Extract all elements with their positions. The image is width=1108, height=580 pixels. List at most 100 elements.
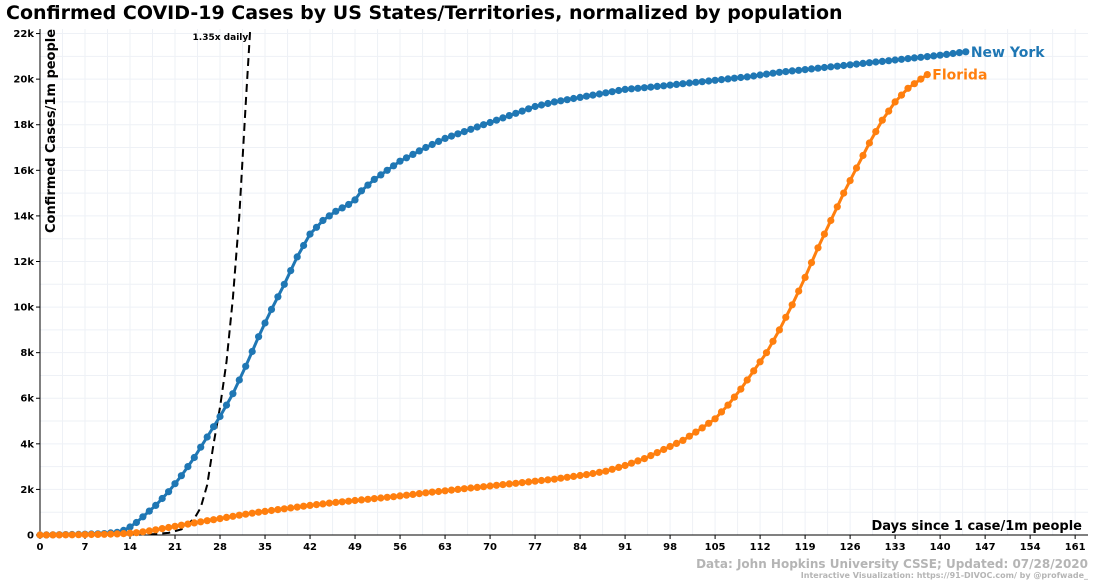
data-point — [287, 267, 295, 275]
data-point — [576, 471, 584, 480]
tick-labels: 0 7 14 21 28 35 42 49 56 63 70 77 84 91 98 105 112 119 126… — [13, 29, 1085, 553]
x-tick-label: 161 — [1065, 542, 1086, 553]
x-tick-label: 98 — [663, 542, 677, 553]
data-point — [184, 463, 192, 471]
data-point — [512, 479, 520, 487]
data-point — [640, 84, 649, 92]
data-point — [878, 116, 886, 124]
data-point — [454, 130, 462, 138]
x-tick-label: 49 — [348, 542, 362, 553]
data-point — [537, 476, 546, 485]
data-point — [711, 76, 719, 84]
data-point — [962, 48, 970, 56]
data-point — [505, 112, 513, 120]
data-point — [415, 490, 423, 498]
credit-note: Interactive Visualization: https://91-DI… — [801, 571, 1088, 580]
data-point — [68, 531, 76, 539]
data-point — [923, 71, 931, 79]
data-point — [833, 62, 841, 70]
data-point — [672, 439, 681, 447]
series-florida: Florida — [36, 68, 987, 539]
data-point — [171, 480, 179, 488]
data-point — [602, 467, 610, 475]
data-point — [505, 480, 513, 488]
y-tick-label: 4k — [20, 439, 34, 450]
data-point — [203, 433, 211, 441]
data-point — [454, 485, 462, 493]
data-point — [87, 530, 95, 539]
data-point — [197, 518, 205, 526]
data-point — [705, 419, 713, 427]
data-point — [608, 465, 616, 473]
data-point — [852, 164, 861, 172]
data-point — [833, 203, 841, 211]
x-tick-label: 35 — [258, 542, 272, 553]
data-point — [300, 241, 308, 250]
x-tick-label: 112 — [750, 542, 771, 553]
data-point — [891, 98, 899, 106]
data-point — [409, 150, 417, 158]
data-point — [370, 495, 378, 503]
data-point — [447, 486, 456, 494]
data-point — [885, 107, 893, 115]
data-point — [467, 125, 475, 133]
data-point — [756, 71, 764, 79]
data-point — [158, 494, 166, 503]
x-tick-label: 77 — [528, 542, 542, 553]
data-point — [81, 531, 89, 539]
data-point — [274, 506, 282, 514]
data-point — [679, 80, 687, 88]
data-point — [563, 473, 571, 481]
data-point — [846, 61, 854, 69]
data-point — [750, 367, 758, 375]
data-point — [280, 280, 288, 288]
data-point — [582, 471, 591, 479]
data-point — [679, 436, 687, 444]
data-point — [184, 520, 192, 528]
y-tick-label: 2k — [20, 485, 34, 496]
data-point — [840, 61, 848, 70]
reference-line — [149, 28, 252, 536]
data-point — [525, 478, 533, 486]
y-tick-label: 22k — [13, 29, 34, 40]
data-point — [814, 64, 822, 72]
data-point — [897, 91, 906, 99]
data-point — [120, 530, 128, 538]
data-point — [795, 66, 803, 74]
data-point — [345, 497, 353, 505]
data-point — [788, 67, 796, 75]
data-point — [255, 508, 263, 516]
data-point — [428, 488, 436, 496]
data-point — [904, 84, 912, 92]
data-point — [531, 102, 539, 111]
x-tick-label: 21 — [168, 542, 182, 553]
data-point — [685, 432, 694, 440]
data-point — [769, 337, 777, 345]
data-point — [801, 66, 809, 74]
data-point — [737, 73, 745, 82]
data-point — [595, 468, 604, 476]
data-point — [441, 487, 449, 495]
data-point — [627, 85, 636, 93]
data-point — [267, 305, 276, 313]
data-point — [480, 483, 488, 491]
data-point — [647, 452, 655, 460]
data-point — [930, 52, 938, 60]
data-point — [705, 77, 713, 85]
data-point — [897, 55, 906, 63]
y-tick-label: 12k — [13, 257, 34, 268]
y-tick-label: 16k — [13, 166, 34, 177]
data-point — [499, 114, 507, 122]
y-tick-label: 6k — [20, 394, 34, 405]
data-point — [338, 204, 346, 212]
data-point — [447, 132, 456, 140]
data-point — [859, 59, 867, 67]
data-point — [717, 408, 726, 416]
data-point — [769, 69, 777, 77]
data-point — [499, 481, 507, 489]
y-tick-label: 14k — [13, 211, 34, 222]
data-point — [261, 319, 269, 327]
data-point — [261, 507, 269, 515]
data-point — [943, 50, 951, 59]
series-group: New York Florida — [36, 45, 1045, 539]
